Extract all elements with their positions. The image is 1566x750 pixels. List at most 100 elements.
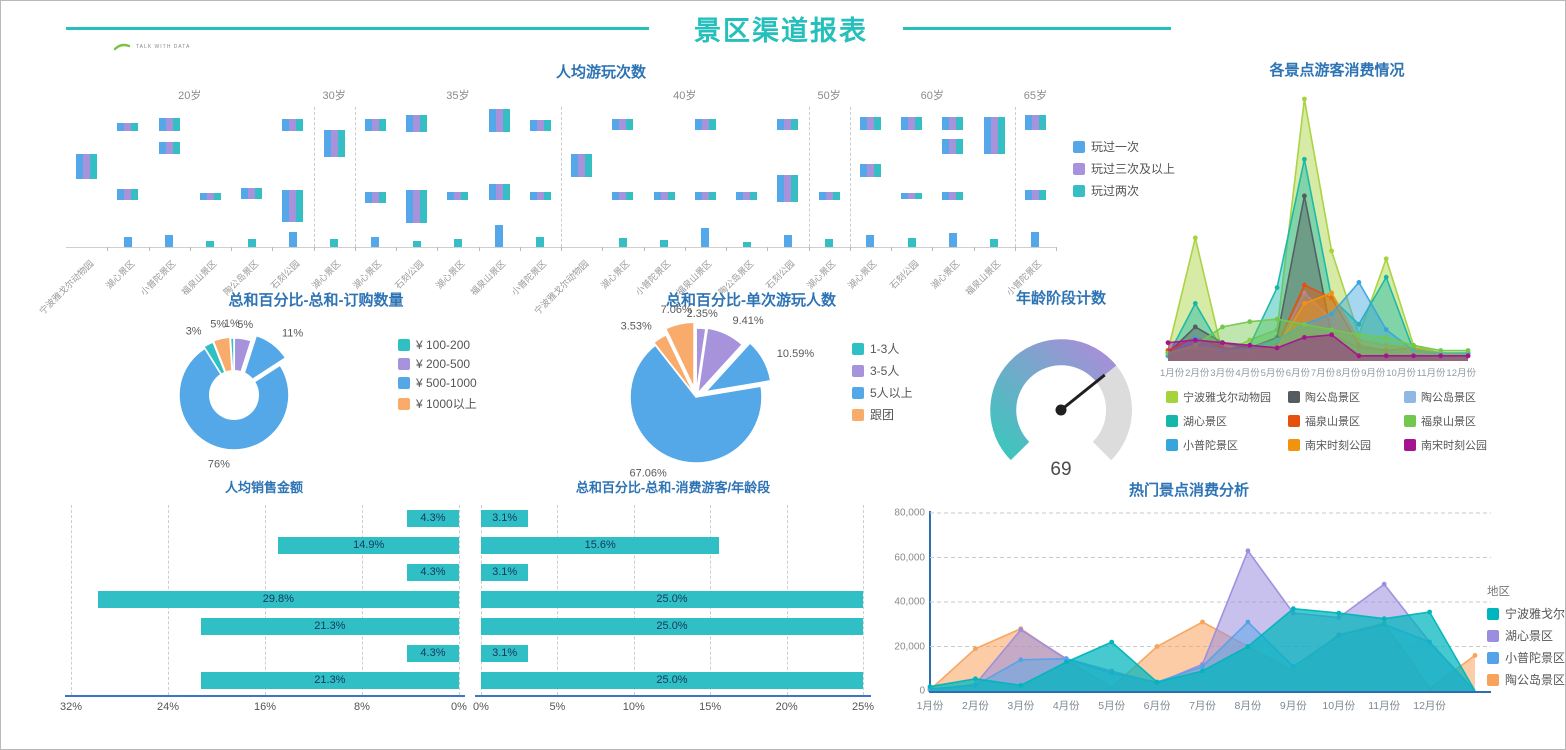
data-point[interactable] xyxy=(1154,679,1160,685)
data-point[interactable] xyxy=(1302,301,1307,306)
data-point[interactable] xyxy=(1200,668,1205,674)
data-point[interactable] xyxy=(1274,285,1280,290)
legend-item[interactable]: 玩过三次及以上 xyxy=(1073,160,1175,177)
bar-cluster[interactable] xyxy=(529,120,551,131)
bar-cluster[interactable] xyxy=(406,115,428,132)
legend-item[interactable]: 3-5人 xyxy=(852,362,913,379)
data-point[interactable] xyxy=(1109,639,1115,645)
bar-cluster[interactable] xyxy=(736,192,758,200)
data-point[interactable] xyxy=(1018,683,1024,688)
bar[interactable]: 3.1% xyxy=(481,510,529,527)
data-point[interactable] xyxy=(1274,316,1280,322)
bar-cluster[interactable] xyxy=(901,193,923,199)
bar[interactable] xyxy=(453,239,462,247)
data-point[interactable] xyxy=(1220,324,1225,330)
legend-item[interactable]: 宁波雅戈尔动物园 xyxy=(1166,389,1284,405)
bar-cluster[interactable] xyxy=(529,192,551,200)
legend-item[interactable]: 南宋时刻公园 xyxy=(1288,437,1400,453)
data-point[interactable] xyxy=(1302,321,1307,327)
data-point[interactable] xyxy=(1383,353,1389,359)
data-point[interactable] xyxy=(1472,653,1478,658)
bar[interactable] xyxy=(618,238,627,247)
data-point[interactable] xyxy=(1220,340,1225,346)
bar-cluster[interactable] xyxy=(694,119,716,130)
data-point[interactable] xyxy=(1302,193,1307,199)
bar-cluster[interactable] xyxy=(364,119,386,131)
legend-item[interactable]: 5人以上 xyxy=(852,384,913,401)
bar-cluster[interactable] xyxy=(901,117,923,130)
data-point[interactable] xyxy=(1411,353,1416,359)
bar-cluster[interactable] xyxy=(447,192,469,200)
data-point[interactable] xyxy=(1329,332,1334,338)
pie-slice[interactable] xyxy=(696,327,744,396)
bar[interactable]: 3.1% xyxy=(481,564,529,581)
data-point[interactable] xyxy=(1302,282,1307,288)
data-point[interactable] xyxy=(1247,342,1253,348)
data-point[interactable] xyxy=(1383,335,1389,340)
bar[interactable]: 4.3% xyxy=(406,564,459,581)
pie-slice[interactable] xyxy=(629,344,763,464)
data-point[interactable] xyxy=(1302,290,1307,296)
bar[interactable]: 29.8% xyxy=(97,591,459,608)
data-point[interactable] xyxy=(1329,295,1334,301)
legend-item[interactable]: 1-3人 xyxy=(852,340,913,357)
data-point[interactable] xyxy=(1018,627,1024,633)
legend-item[interactable]: 陶公岛景区 xyxy=(1487,671,1565,688)
bar-cluster[interactable] xyxy=(117,123,139,131)
area-series[interactable] xyxy=(1168,319,1468,361)
data-point[interactable] xyxy=(1411,348,1416,353)
data-point[interactable] xyxy=(1438,348,1444,353)
bar-cluster[interactable] xyxy=(983,117,1005,130)
bar-cluster[interactable] xyxy=(1024,115,1046,130)
data-point[interactable] xyxy=(1329,316,1334,322)
legend-item[interactable]: 跟团 xyxy=(852,406,913,423)
bar[interactable]: 25.0% xyxy=(481,618,863,635)
data-point[interactable] xyxy=(1245,548,1251,554)
data-point[interactable] xyxy=(1245,619,1251,625)
area-series[interactable] xyxy=(930,608,1475,691)
bar[interactable] xyxy=(206,241,215,247)
bar[interactable] xyxy=(371,237,380,247)
data-point[interactable] xyxy=(1465,348,1471,353)
bar-cluster[interactable] xyxy=(777,119,799,130)
pie-slice[interactable] xyxy=(695,327,707,395)
data-point[interactable] xyxy=(1302,156,1307,162)
data-point[interactable] xyxy=(1381,616,1387,622)
data-point[interactable] xyxy=(1200,619,1205,625)
pie-slice[interactable] xyxy=(652,333,696,395)
bar[interactable]: 25.0% xyxy=(481,672,863,689)
bar[interactable]: 4.3% xyxy=(406,510,459,527)
data-point[interactable] xyxy=(1220,348,1225,353)
data-point[interactable] xyxy=(1154,644,1160,649)
bar[interactable] xyxy=(701,228,710,247)
legend-item[interactable]: ¥ 1000以上 xyxy=(398,395,477,412)
bar[interactable] xyxy=(783,235,792,247)
legend-item[interactable]: 玩过两次 xyxy=(1073,182,1175,199)
data-point[interactable] xyxy=(927,684,933,689)
bar[interactable]: 14.9% xyxy=(278,537,459,554)
data-point[interactable] xyxy=(1192,337,1198,343)
pie-slice[interactable] xyxy=(238,334,287,390)
bar[interactable] xyxy=(247,239,256,247)
data-point[interactable] xyxy=(1356,321,1362,327)
legend-item[interactable]: 玩过一次 xyxy=(1073,138,1175,155)
bar-cluster[interactable] xyxy=(282,119,304,131)
data-point[interactable] xyxy=(1411,342,1416,348)
data-point[interactable] xyxy=(1165,350,1171,356)
legend-item[interactable]: ¥ 100-200 xyxy=(398,338,477,352)
bar-cluster[interactable] xyxy=(983,130,1005,154)
legend-item[interactable]: 湖心景区 xyxy=(1487,627,1565,644)
bar[interactable] xyxy=(123,237,132,247)
bar[interactable]: 4.3% xyxy=(406,645,459,662)
data-point[interactable] xyxy=(1356,353,1362,359)
bar-cluster[interactable] xyxy=(653,192,675,200)
data-point[interactable] xyxy=(1302,335,1307,340)
pie-slice[interactable] xyxy=(703,341,772,393)
data-point[interactable] xyxy=(1290,606,1296,612)
bar[interactable] xyxy=(742,242,751,247)
data-point[interactable] xyxy=(1192,324,1198,330)
bar-cluster[interactable] xyxy=(571,154,593,177)
bar[interactable] xyxy=(866,235,875,247)
data-point[interactable] xyxy=(1329,311,1334,317)
legend-item[interactable]: ¥ 500-1000 xyxy=(398,376,477,390)
